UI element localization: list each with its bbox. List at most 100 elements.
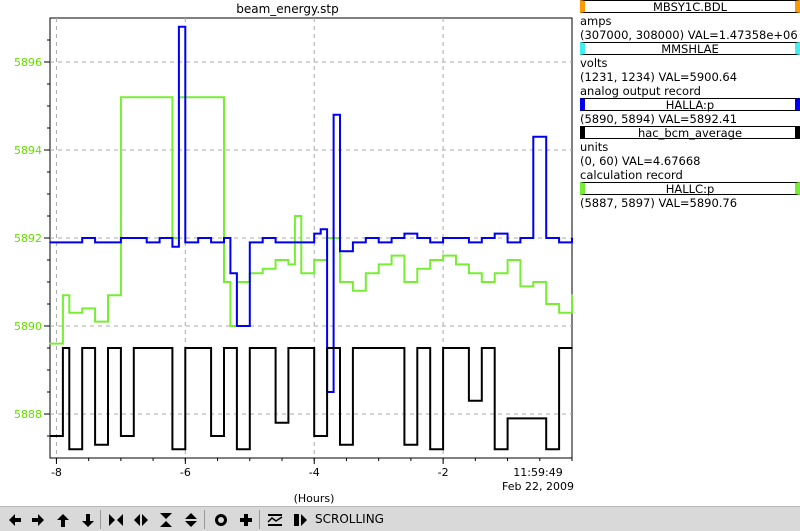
data-point	[261, 268, 264, 270]
data-point	[339, 250, 341, 252]
data-point	[133, 347, 135, 349]
data-point	[62, 347, 64, 349]
data-point	[229, 272, 232, 275]
data-point	[249, 347, 251, 349]
data-point	[165, 96, 167, 98]
data-point	[210, 435, 212, 437]
data-point	[493, 272, 496, 275]
data-point	[274, 259, 277, 261]
zoom-in-vertical-button[interactable]	[156, 510, 175, 529]
legend-entry-name[interactable]: MMSHLAE	[580, 42, 800, 56]
arrow-up-icon	[56, 513, 69, 527]
pause-button[interactable]	[290, 510, 309, 529]
zoom-in-horizontal-button[interactable]	[106, 510, 125, 529]
data-point	[274, 422, 277, 424]
data-point	[313, 435, 316, 437]
x-tick-label: -4	[309, 466, 320, 479]
legend-entry[interactable]: HALLC:p (5887, 5897) VAL=5890.76	[580, 182, 800, 210]
data-point	[68, 312, 71, 314]
data-point	[390, 254, 393, 257]
data-point	[261, 237, 264, 239]
data-point	[455, 237, 457, 239]
data-point	[210, 241, 212, 244]
data-point	[558, 312, 560, 314]
data-point	[377, 347, 380, 349]
data-point	[339, 444, 341, 446]
data-point	[223, 347, 225, 349]
data-point	[261, 347, 264, 349]
data-point	[249, 241, 251, 244]
data-point	[545, 237, 547, 239]
arrow-right-icon	[31, 513, 44, 526]
data-point	[571, 347, 573, 349]
arrow-down-button[interactable]	[78, 510, 97, 529]
data-point	[120, 96, 122, 98]
legend-entry-name[interactable]: hac_bcm_average	[580, 126, 800, 140]
legend-entry-name[interactable]: MBSY1C.BDL	[580, 0, 800, 14]
y-tick-label: 5894	[14, 144, 42, 157]
data-point	[455, 263, 457, 266]
data-point	[294, 215, 296, 217]
data-point	[223, 281, 225, 283]
data-point	[532, 281, 535, 283]
data-point	[120, 237, 122, 239]
strip-chart[interactable]: 5896 5894 5892 5890 5888 -8 -6 -4 -2 11:59:49Feb …	[0, 0, 575, 506]
arrow-right-button[interactable]	[28, 510, 47, 529]
series-lines	[49, 25, 573, 451]
data-point	[365, 347, 367, 349]
data-point	[416, 347, 419, 349]
zoom-in-vertical-icon	[159, 512, 172, 527]
data-point	[403, 444, 406, 446]
data-point	[429, 259, 432, 261]
data-point	[94, 320, 96, 323]
data-point	[506, 259, 509, 261]
data-point	[481, 237, 483, 239]
toolbar-separator	[259, 510, 260, 529]
data-point	[571, 237, 573, 239]
data-point	[519, 285, 522, 288]
data-point	[481, 281, 483, 283]
legend-entry[interactable]: hac_bcm_average units (0, 60) VAL=4.67668 c…	[580, 126, 800, 182]
y-tick-label: 5888	[14, 408, 42, 421]
data-point	[493, 448, 496, 451]
legend-entry[interactable]: HALLA:p (5890, 5894) VAL=5892.41	[580, 98, 800, 126]
data-point	[145, 347, 148, 349]
data-point	[403, 232, 406, 235]
y-tick-label: 5890	[14, 320, 42, 333]
plus-button[interactable]	[236, 510, 255, 529]
data-point	[300, 241, 303, 244]
autoscale-icon	[266, 513, 282, 526]
data-point	[532, 136, 535, 138]
zoom-out-horizontal-button[interactable]	[131, 510, 150, 529]
legend-entry-name[interactable]: HALLC:p	[580, 182, 800, 196]
data-point	[506, 241, 509, 244]
data-point	[377, 241, 380, 244]
legend-entry-detail: calculation record	[580, 168, 683, 182]
legend-entry[interactable]: MMSHLAE volts (1231, 1234) VAL=5900.64 anal…	[580, 42, 800, 98]
data-point	[442, 347, 444, 349]
legend-entry-name[interactable]: HALLA:p	[580, 98, 800, 112]
data-point	[506, 417, 509, 420]
plus-icon	[239, 513, 252, 526]
zoom-out-horizontal-icon	[133, 513, 148, 526]
autoscale-button[interactable]	[265, 510, 284, 529]
data-point	[68, 448, 71, 451]
data-point	[171, 246, 174, 248]
data-point	[429, 241, 432, 244]
data-point	[352, 241, 354, 244]
arrow-up-button[interactable]	[53, 510, 72, 529]
data-point	[210, 96, 212, 98]
data-point	[352, 347, 354, 349]
record-button[interactable]	[211, 510, 230, 529]
legend-panel: MBSY1C.BDL amps (307000, 308000) VAL=1.473…	[580, 0, 800, 210]
data-point	[390, 237, 393, 239]
data-point	[468, 272, 470, 275]
legend-entry-detail: (307000, 308000) VAL=1.47358e+06	[580, 28, 798, 42]
legend-entry[interactable]: MBSY1C.BDL amps (307000, 308000) VAL=1.473…	[580, 0, 800, 42]
data-point	[49, 342, 51, 345]
legend-entry-detail: units	[580, 140, 609, 154]
data-point	[94, 444, 96, 446]
zoom-out-vertical-button[interactable]	[181, 510, 200, 529]
data-point	[171, 448, 174, 451]
arrow-left-button[interactable]	[4, 510, 23, 529]
